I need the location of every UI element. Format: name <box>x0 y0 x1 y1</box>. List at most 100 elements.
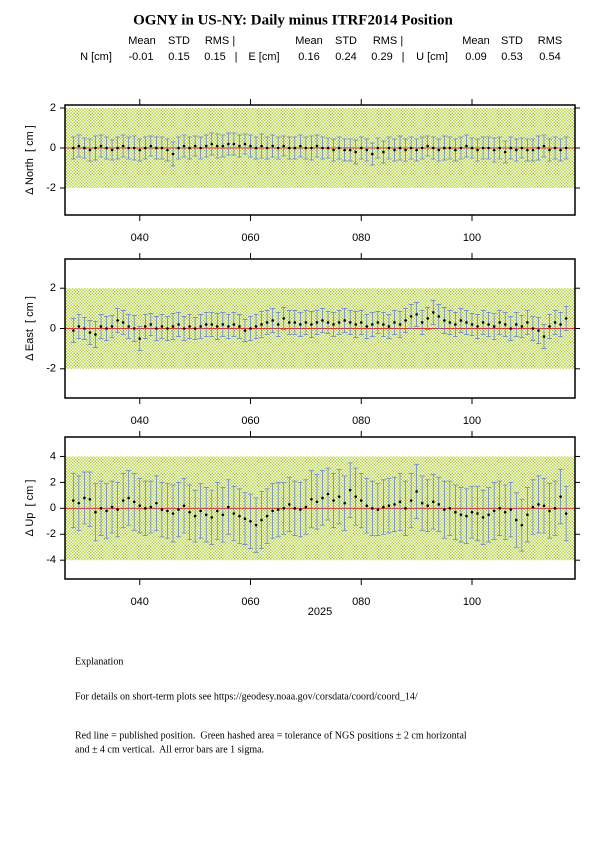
data-point <box>260 518 263 522</box>
x-tick-label: 040 <box>131 232 149 244</box>
data-point <box>321 319 324 322</box>
data-point <box>177 323 180 326</box>
data-point <box>537 503 540 506</box>
data-point <box>371 507 374 510</box>
data-point <box>249 519 252 523</box>
data-point <box>188 325 191 328</box>
data-point <box>459 146 463 150</box>
data-point <box>387 146 391 150</box>
data-point <box>332 499 335 502</box>
explanation-line: For details on short-term plots see http… <box>75 691 418 702</box>
data-point <box>243 142 247 146</box>
data-point <box>426 504 430 508</box>
data-point <box>443 146 446 150</box>
data-point <box>415 148 418 152</box>
x-tick-label: 100 <box>463 232 481 244</box>
data-point <box>138 148 142 152</box>
data-point <box>564 317 568 320</box>
data-point <box>404 148 407 152</box>
stat-header: Mean <box>295 35 323 47</box>
data-point <box>166 509 169 513</box>
data-point <box>99 325 103 328</box>
y-tick-label: 2 <box>50 282 56 294</box>
plot-frame <box>64 104 576 216</box>
data-point <box>420 146 424 150</box>
data-point <box>182 144 186 148</box>
data-point <box>459 513 463 517</box>
x-tick-label: 080 <box>352 415 370 427</box>
data-point <box>293 321 297 324</box>
data-point <box>404 319 407 322</box>
data-point <box>138 337 142 340</box>
data-point <box>227 505 230 509</box>
y-tick-label: 0 <box>50 502 56 514</box>
x-tick-label: 100 <box>463 415 481 427</box>
data-point <box>149 323 153 326</box>
stat-value: 0.09 <box>465 51 486 63</box>
data-point <box>509 146 513 150</box>
data-point <box>254 146 258 150</box>
data-point <box>509 508 513 511</box>
stat-value: -0.01 <box>128 51 153 63</box>
data-point <box>465 514 468 518</box>
data-point <box>454 148 457 152</box>
data-point <box>265 514 269 518</box>
data-point <box>304 146 308 150</box>
data-point <box>210 516 214 519</box>
data-point <box>193 144 197 148</box>
stat-value: 0.15 <box>168 51 189 63</box>
data-point <box>498 507 501 510</box>
data-point <box>526 321 529 324</box>
data-point <box>304 321 308 324</box>
data-point <box>337 146 341 150</box>
stat-separator: | <box>402 51 405 63</box>
data-point <box>481 146 485 150</box>
data-point <box>531 327 535 330</box>
data-point <box>337 321 341 324</box>
y-tick-label: 4 <box>50 450 56 462</box>
data-point <box>199 146 202 150</box>
stat-value: 0.54 <box>539 51 560 63</box>
data-point <box>470 510 474 514</box>
data-point <box>310 146 313 150</box>
data-point <box>287 146 291 150</box>
stat-label: N [cm] <box>80 51 112 63</box>
data-point <box>83 496 86 500</box>
data-point <box>143 325 147 328</box>
data-point <box>476 325 479 328</box>
data-point <box>276 146 280 150</box>
data-point <box>155 501 158 505</box>
data-point <box>254 325 258 328</box>
data-point <box>260 323 263 326</box>
data-point <box>415 313 418 316</box>
data-point <box>204 513 208 517</box>
data-point <box>398 323 402 326</box>
data-point <box>348 321 352 324</box>
data-point <box>265 146 269 150</box>
data-point <box>371 323 374 326</box>
data-point <box>193 327 197 330</box>
data-point <box>503 510 507 514</box>
data-point <box>232 512 236 515</box>
stat-header: STD <box>168 35 190 47</box>
data-point <box>204 144 208 148</box>
data-point <box>293 146 297 150</box>
data-point <box>171 512 175 515</box>
data-point <box>365 148 369 152</box>
data-point <box>243 329 247 332</box>
data-point <box>182 327 186 330</box>
data-point <box>155 146 158 150</box>
data-point <box>454 323 457 326</box>
x-tick-label: 060 <box>241 232 259 244</box>
data-point <box>221 144 225 148</box>
data-point <box>132 146 136 150</box>
data-point <box>199 509 202 513</box>
data-point <box>326 146 330 150</box>
data-point <box>121 499 125 502</box>
explanation-heading: Explanation <box>75 656 123 667</box>
y-tick-label: 0 <box>50 322 56 334</box>
stat-header: Mean <box>128 35 156 47</box>
data-point <box>553 507 557 510</box>
data-point <box>503 323 507 326</box>
